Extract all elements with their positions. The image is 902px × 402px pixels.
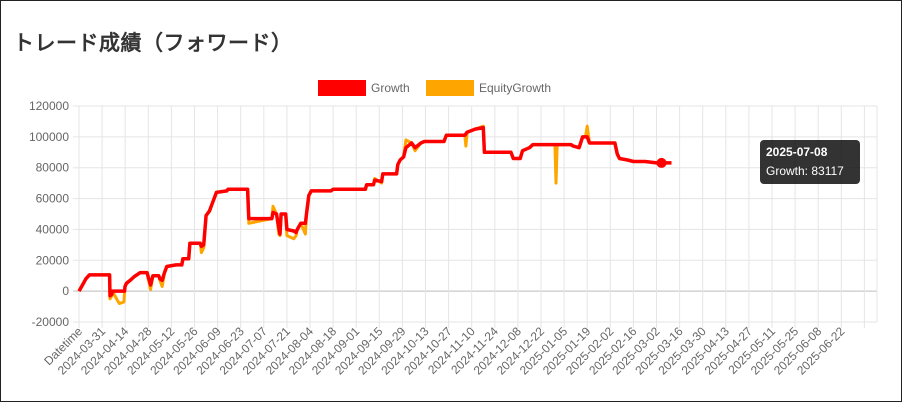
y-tick-label: 0 xyxy=(62,284,69,298)
series-line-equitygrowth xyxy=(77,124,672,305)
plot-area[interactable] xyxy=(77,124,672,305)
tooltip-body: Growth: 83117 xyxy=(766,164,844,178)
y-tick-label: 20000 xyxy=(36,253,70,267)
legend-swatch xyxy=(318,80,366,96)
hover-point[interactable] xyxy=(656,157,667,168)
y-tick-label: 100000 xyxy=(29,130,69,144)
y-axis: -20000 0 20000 40000 60000 80000 100000 120000 xyxy=(29,99,69,329)
series-line-growth xyxy=(77,125,672,298)
page-title: トレード成績（フォワード） xyxy=(13,31,293,55)
y-tick-label: -20000 xyxy=(32,315,70,329)
y-tick-label: 80000 xyxy=(36,161,70,175)
legend-swatch xyxy=(426,80,474,96)
legend: Growth EquityGrowth xyxy=(318,80,551,96)
tooltip-background xyxy=(760,140,860,184)
tooltip: 2025-07-08 Growth: 83117 xyxy=(760,140,860,184)
x-axis: Datetime2024-03-312024-04-142024-04-2820… xyxy=(41,324,847,378)
y-tick-label: 40000 xyxy=(36,222,70,236)
chart-grid xyxy=(73,105,878,328)
legend-label[interactable]: Growth xyxy=(371,81,410,95)
y-tick-label: 60000 xyxy=(36,192,70,206)
legend-label[interactable]: EquityGrowth xyxy=(479,81,551,95)
tooltip-title: 2025-07-08 xyxy=(766,145,828,159)
y-tick-label: 120000 xyxy=(29,99,69,113)
